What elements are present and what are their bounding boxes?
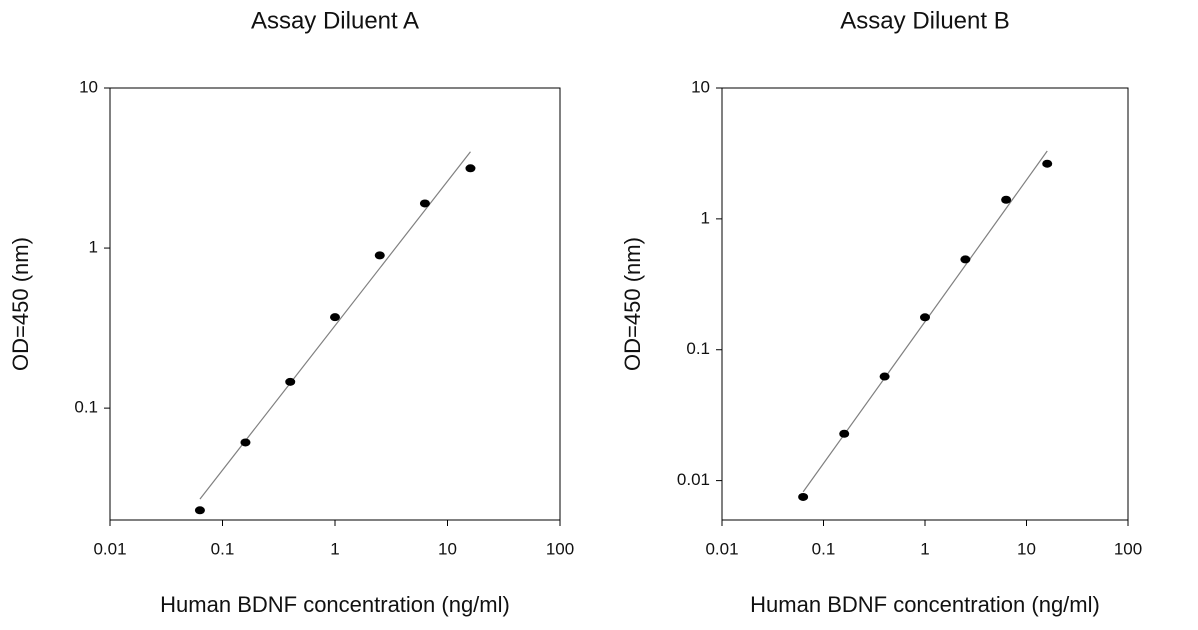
x-axis-label: Human BDNF concentration (ng/ml) [160,592,510,617]
y-tick-label: 1 [89,238,98,257]
x-tick-label: 100 [546,539,574,558]
y-axis-label: OD=450 (nm) [620,237,645,371]
x-tick-label: 0.01 [705,539,738,558]
y-tick-label: 10 [691,77,710,96]
data-point [879,372,890,381]
plot-frame [109,87,561,521]
x-tick-label: 10 [1017,539,1036,558]
x-tick-label: 1 [330,539,339,558]
data-point [960,255,971,264]
data-point [330,313,340,322]
data-point [194,506,205,515]
data-point [1001,195,1012,204]
x-tick-label: 1 [920,539,929,558]
x-tick-label: 0.1 [211,539,235,558]
y-tick-label: 0.01 [677,470,710,489]
chart-title: Assay Diluent A [251,7,419,34]
data-point [374,251,385,260]
data-point [465,164,476,173]
y-tick-label: 1 [701,208,710,227]
chart-title: Assay Diluent B [840,7,1009,34]
x-tick-label: 10 [438,539,457,558]
data-point [285,377,296,386]
y-tick-label: 0.1 [74,398,98,417]
y-tick-label: 10 [79,77,98,96]
data-point [920,313,930,322]
data-point [798,492,809,501]
x-tick-label: 0.01 [93,539,126,558]
data-point [419,199,430,208]
x-tick-label: 0.1 [812,539,836,558]
x-axis-label: Human BDNF concentration (ng/ml) [750,592,1100,617]
data-point [1042,159,1053,168]
x-tick-label: 100 [1114,539,1142,558]
data-point [839,429,850,438]
plot-frame [721,87,1129,521]
trend-line [802,150,1048,493]
y-tick-label: 0.1 [686,339,710,358]
data-point [240,438,251,447]
y-axis-label: OD=450 (nm) [8,237,33,371]
